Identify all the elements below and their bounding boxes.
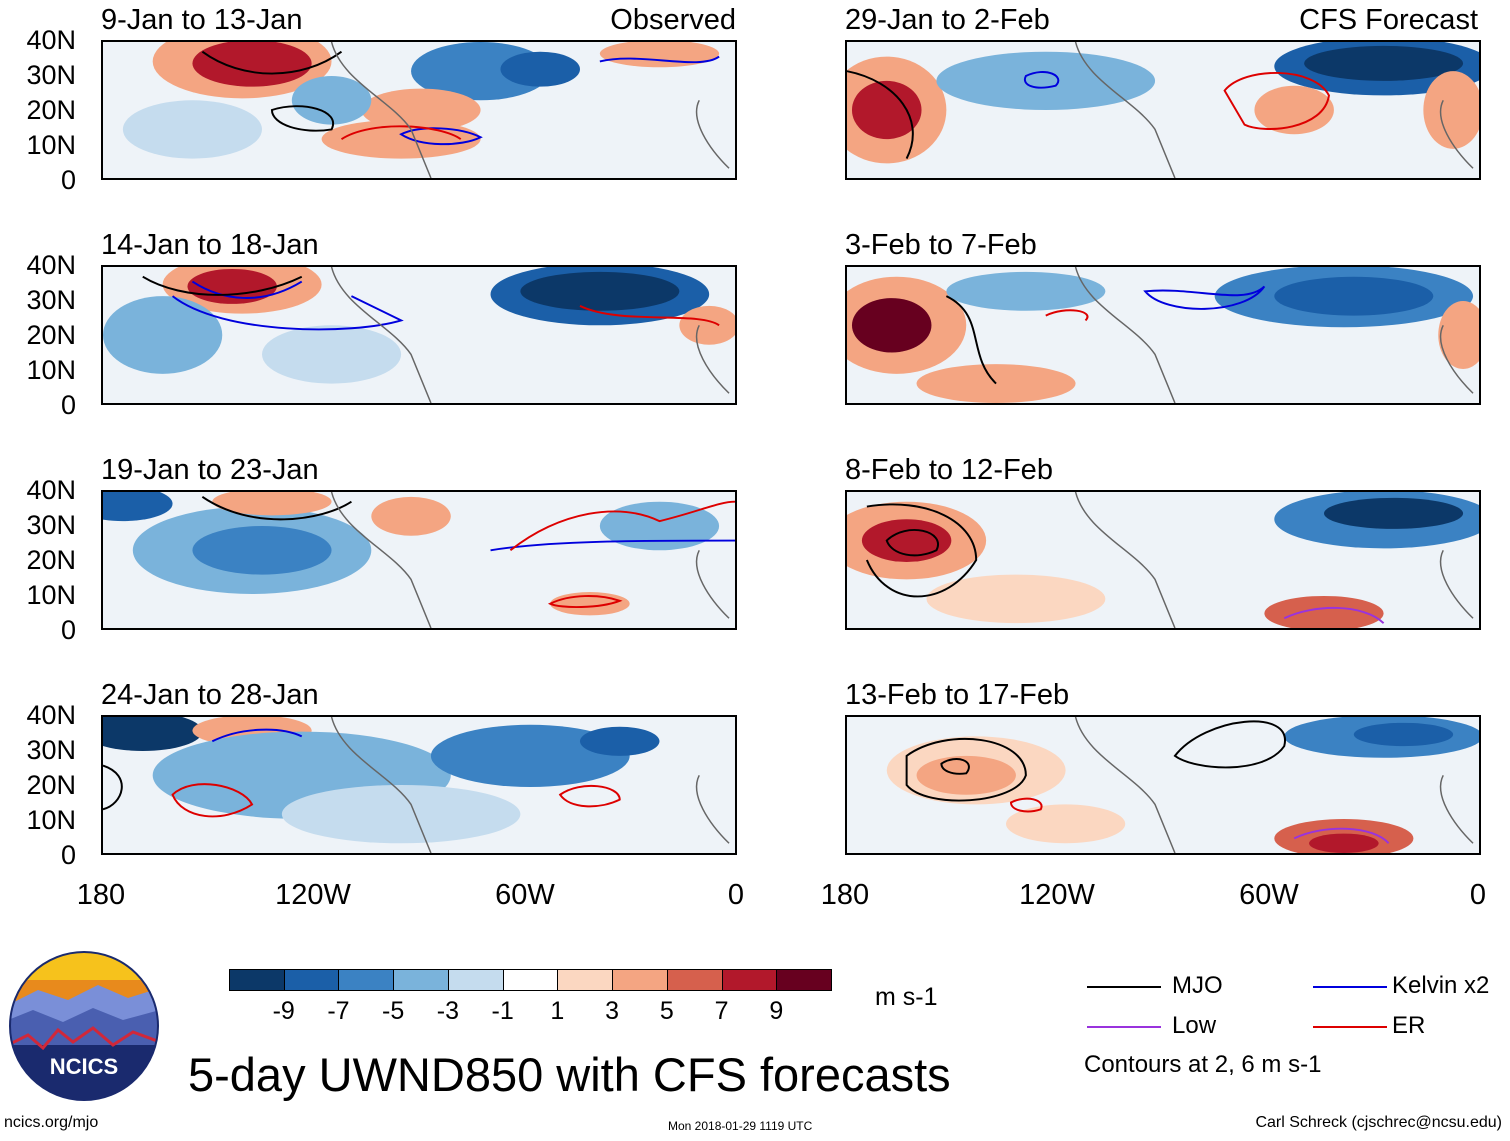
colorbar-swatch xyxy=(776,969,832,991)
lon-label-60w-left: 60W xyxy=(495,879,555,911)
lat-label-row2-30n: 30N xyxy=(26,285,76,315)
legend-line-low xyxy=(1087,1026,1161,1028)
colorbar-label: -5 xyxy=(382,997,405,1025)
anomaly-field xyxy=(103,717,730,853)
colorbar-label: -3 xyxy=(436,997,460,1025)
panel-title-1: 9-Jan to 13-Jan xyxy=(101,4,303,36)
legend-line-er xyxy=(1313,1026,1387,1028)
lon-label-180-right: 180 xyxy=(820,879,870,911)
ncics-logo: NCICS xyxy=(9,951,159,1101)
colorbar-units: m s-1 xyxy=(875,983,938,1011)
colorbar-swatch xyxy=(557,969,614,991)
colorbar-swatch xyxy=(502,969,559,991)
lat-label-row4-10n: 10N xyxy=(26,805,76,835)
colorbar-label: 3 xyxy=(605,997,620,1025)
lon-label-0-right: 0 xyxy=(1469,879,1487,911)
lat-label-row4-30n: 30N xyxy=(26,735,76,765)
lat-label-row3-20n: 20N xyxy=(26,545,76,575)
panel-title-4: 24-Jan to 28-Jan xyxy=(101,679,319,711)
main-title: 5-day UWND850 with CFS forecasts xyxy=(188,1048,951,1101)
anomaly-field xyxy=(847,492,1479,628)
anomaly-field xyxy=(103,492,735,628)
anomaly-field xyxy=(847,42,1479,178)
colorbar-label: -7 xyxy=(327,997,350,1025)
footer-timestamp: Mon 2018-01-29 1119 UTC xyxy=(668,1119,813,1133)
lon-label-0-left: 0 xyxy=(727,879,745,911)
lat-label-row1-30n: 30N xyxy=(26,60,76,90)
lon-label-120w-right: 120W xyxy=(1019,879,1095,911)
lat-label-row1-20n: 20N xyxy=(26,95,76,125)
legend-line-mjo xyxy=(1087,986,1161,988)
legend-contour-note: Contours at 2, 6 m s-1 xyxy=(1084,1051,1322,1078)
anomaly-field xyxy=(103,267,735,403)
lat-label-row2-40n: 40N xyxy=(26,250,76,280)
colorbar-swatch xyxy=(393,969,449,991)
map-panel-9jan-13jan xyxy=(101,40,737,180)
panel-title-5: 29-Jan to 2-Feb xyxy=(845,4,1050,36)
map-panel-3feb-7feb xyxy=(845,265,1481,405)
legend-line-kelvin xyxy=(1313,986,1387,988)
footer-url: ncics.org/mjo xyxy=(4,1114,99,1131)
anomaly-field xyxy=(122,42,730,178)
colorbar-label: 1 xyxy=(550,997,565,1025)
lat-label-row3-0: 0 xyxy=(60,615,76,645)
panel-label-observed: Observed xyxy=(610,4,736,36)
lon-label-60w-right: 60W xyxy=(1239,879,1299,911)
colorbar-swatch xyxy=(229,969,285,991)
colorbar-label: 5 xyxy=(659,997,674,1025)
anomaly-field xyxy=(847,267,1479,403)
panel-title-3: 19-Jan to 23-Jan xyxy=(101,454,319,486)
lat-label-row2-0: 0 xyxy=(60,390,76,420)
map-panel-8feb-12feb xyxy=(845,490,1481,630)
lat-label-row1-0: 0 xyxy=(60,165,76,195)
anomaly-field xyxy=(886,717,1479,853)
colorbar-swatch xyxy=(666,969,723,991)
lat-label-row4-20n: 20N xyxy=(26,770,76,800)
lon-label-180-left: 180 xyxy=(76,879,126,911)
lat-label-row3-40n: 40N xyxy=(26,475,76,505)
lat-label-row4-0: 0 xyxy=(60,840,76,870)
legend-label-kelvin: Kelvin x2 xyxy=(1392,972,1490,999)
colorbar-label: -9 xyxy=(272,997,295,1025)
lat-label-row4-40n: 40N xyxy=(26,700,76,730)
panel-title-6: 3-Feb to 7-Feb xyxy=(845,229,1037,261)
panel-label-cfs-forecast: CFS Forecast xyxy=(1299,4,1478,36)
colorbar-swatch xyxy=(283,969,340,991)
lat-label-row3-10n: 10N xyxy=(26,580,76,610)
map-panel-29jan-2feb xyxy=(845,40,1481,180)
logo-text: NCICS xyxy=(50,1054,118,1079)
lat-label-row2-10n: 10N xyxy=(26,355,76,385)
map-panel-13feb-17feb xyxy=(845,715,1481,855)
lat-label-row2-20n: 20N xyxy=(26,320,76,350)
colorbar-label: 7 xyxy=(714,997,729,1025)
colorbar-label: 9 xyxy=(769,997,784,1025)
lat-label-row3-30n: 30N xyxy=(26,510,76,540)
colorbar-swatch xyxy=(721,969,778,991)
colorbar-swatch xyxy=(447,969,504,991)
panel-title-7: 8-Feb to 12-Feb xyxy=(845,454,1053,486)
map-panel-19jan-23jan xyxy=(101,490,737,630)
colorbar-swatch xyxy=(338,969,395,991)
lat-label-row1-10n: 10N xyxy=(26,130,76,160)
map-panel-24jan-28jan xyxy=(101,715,737,855)
panel-title-8: 13-Feb to 17-Feb xyxy=(845,679,1070,711)
legend-label-er: ER xyxy=(1392,1012,1426,1039)
lon-label-120w-left: 120W xyxy=(275,879,351,911)
colorbar-label: -1 xyxy=(491,997,514,1025)
colorbar-swatch xyxy=(612,969,668,991)
lat-label-row1-40n: 40N xyxy=(26,25,76,55)
panel-title-2: 14-Jan to 18-Jan xyxy=(101,229,319,261)
legend-label-low: Low xyxy=(1172,1012,1217,1039)
legend-label-mjo: MJO xyxy=(1172,972,1223,999)
footer-credit: Carl Schreck (cjschrec@ncsu.edu) xyxy=(1255,1114,1502,1131)
map-panel-14jan-18jan xyxy=(101,265,737,405)
